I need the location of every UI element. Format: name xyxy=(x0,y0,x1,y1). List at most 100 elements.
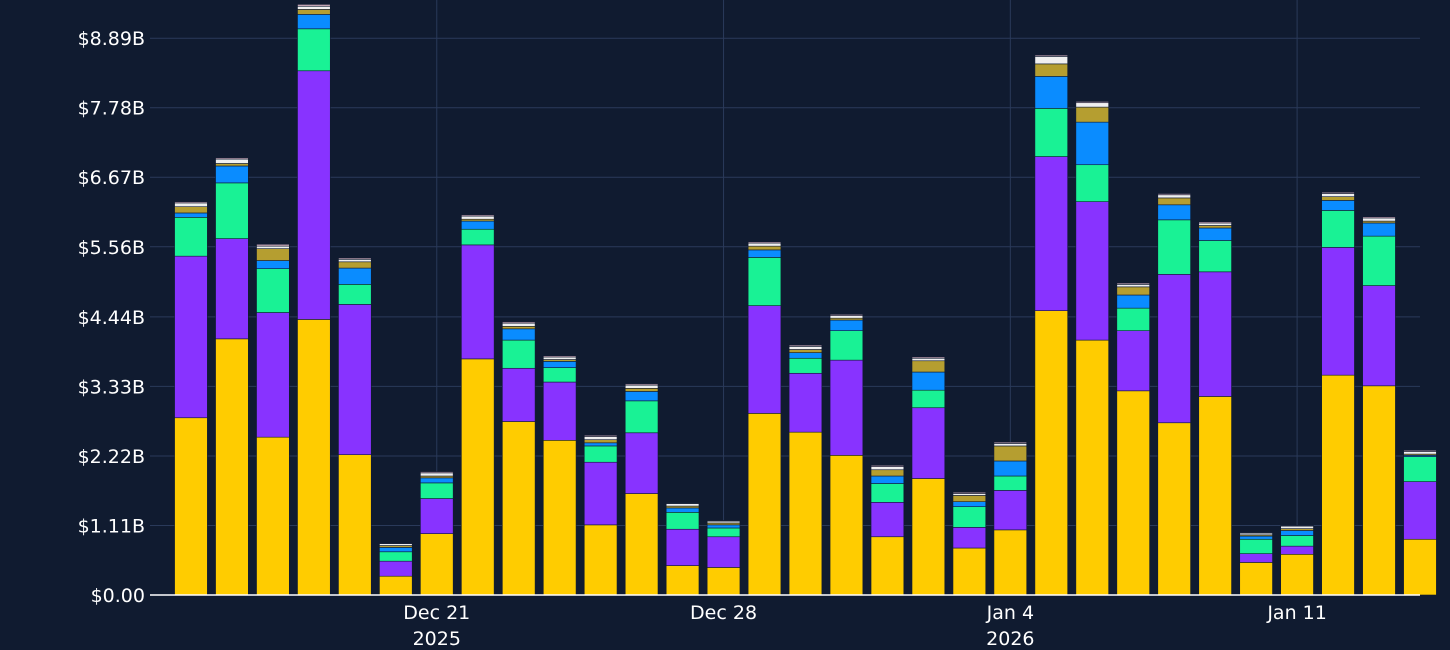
bar-segment[interactable] xyxy=(1321,374,1355,596)
bar-segment[interactable] xyxy=(911,407,946,479)
bar-segment[interactable] xyxy=(952,501,987,507)
bar-segment[interactable] xyxy=(1075,164,1109,202)
bar-segment[interactable] xyxy=(1198,222,1232,226)
bar-segment[interactable] xyxy=(338,267,372,285)
bar-segment[interactable] xyxy=(1239,535,1273,540)
bar-segment[interactable] xyxy=(174,217,208,257)
bar-segment[interactable] xyxy=(624,384,659,389)
bar-segment[interactable] xyxy=(174,206,208,214)
bar-segment[interactable] xyxy=(1157,204,1191,221)
bar-segment[interactable] xyxy=(1157,193,1191,196)
bar-segment[interactable] xyxy=(1116,282,1150,285)
bar-segment[interactable] xyxy=(911,371,946,391)
bar-segment[interactable] xyxy=(1116,286,1150,296)
bar-segment[interactable] xyxy=(420,533,454,596)
bar-segment[interactable] xyxy=(1362,216,1396,219)
bar-segment[interactable] xyxy=(870,483,905,503)
bar-segment[interactable] xyxy=(379,547,413,553)
bar-segment[interactable] xyxy=(502,322,536,327)
bar-segment[interactable] xyxy=(829,330,864,361)
bar-segment[interactable] xyxy=(993,441,1028,444)
bar-segment[interactable] xyxy=(1280,530,1314,536)
bar-segment[interactable] xyxy=(1075,102,1109,108)
bar-segment[interactable] xyxy=(1116,294,1150,309)
bar-segment[interactable] xyxy=(706,524,741,529)
bar-segment[interactable] xyxy=(1362,217,1396,222)
bar-segment[interactable] xyxy=(829,455,864,596)
bar-segment[interactable] xyxy=(174,201,208,204)
bar-segment[interactable] xyxy=(747,305,782,414)
bar-segment[interactable] xyxy=(1116,307,1150,331)
bar-segment[interactable] xyxy=(1034,310,1068,596)
bar-segment[interactable] xyxy=(297,28,331,72)
bar-segment[interactable] xyxy=(338,284,372,305)
bar-segment[interactable] xyxy=(1239,538,1273,554)
bar-segment[interactable] xyxy=(870,536,905,596)
bar-segment[interactable] xyxy=(829,314,864,316)
bar-segment[interactable] xyxy=(1075,106,1109,123)
bar-segment[interactable] xyxy=(502,339,536,369)
bar-segment[interactable] xyxy=(1034,63,1068,77)
bar-segment[interactable] xyxy=(583,524,618,596)
bar-segment[interactable] xyxy=(1403,538,1437,596)
bar-segment[interactable] xyxy=(215,182,249,239)
bar-segment[interactable] xyxy=(338,454,372,596)
bar-segment[interactable] xyxy=(1075,339,1109,596)
bar-segment[interactable] xyxy=(583,442,618,447)
bar-segment[interactable] xyxy=(1157,219,1191,275)
bar-segment[interactable] xyxy=(1321,191,1355,194)
bar-segment[interactable] xyxy=(1362,222,1396,237)
bar-segment[interactable] xyxy=(1198,240,1232,273)
bar-segment[interactable] xyxy=(256,436,290,596)
bar-segment[interactable] xyxy=(1321,210,1355,248)
bar-segment[interactable] xyxy=(256,268,290,313)
bar-segment[interactable] xyxy=(665,503,700,507)
bar-segment[interactable] xyxy=(338,257,372,260)
bar-segment[interactable] xyxy=(665,502,700,504)
bar-segment[interactable] xyxy=(829,359,864,456)
bar-segment[interactable] xyxy=(420,482,454,499)
bar-segment[interactable] xyxy=(1198,221,1232,224)
bar-segment[interactable] xyxy=(461,358,495,596)
bar-segment[interactable] xyxy=(1362,385,1396,596)
bar-segment[interactable] xyxy=(870,465,905,467)
bar-segment[interactable] xyxy=(215,338,249,596)
bar-segment[interactable] xyxy=(747,242,782,247)
bar-segment[interactable] xyxy=(1280,553,1314,596)
bar-segment[interactable] xyxy=(993,490,1028,531)
bar-segment[interactable] xyxy=(624,400,659,434)
bar-segment[interactable] xyxy=(624,432,659,494)
bar-segment[interactable] xyxy=(706,567,741,596)
bar-segment[interactable] xyxy=(952,495,987,502)
bar-segment[interactable] xyxy=(1075,101,1109,104)
bar-segment[interactable] xyxy=(461,220,495,230)
bar-segment[interactable] xyxy=(297,70,331,320)
bar-segment[interactable] xyxy=(747,241,782,244)
bar-segment[interactable] xyxy=(911,360,946,373)
bar-segment[interactable] xyxy=(1116,284,1150,288)
bar-segment[interactable] xyxy=(1034,108,1068,157)
bar-segment[interactable] xyxy=(174,212,208,218)
bar-segment[interactable] xyxy=(747,257,782,306)
bar-segment[interactable] xyxy=(1403,481,1437,540)
bar-segment[interactable] xyxy=(1198,225,1232,229)
bar-segment[interactable] xyxy=(993,443,1028,447)
bar-segment[interactable] xyxy=(379,551,413,562)
bar-segment[interactable] xyxy=(993,529,1028,596)
bar-segment[interactable] xyxy=(1157,274,1191,424)
bar-segment[interactable] xyxy=(420,498,454,534)
bar-segment[interactable] xyxy=(1239,562,1273,596)
bar-segment[interactable] xyxy=(1239,553,1273,563)
bar-segment[interactable] xyxy=(1403,450,1437,452)
bar-segment[interactable] xyxy=(215,163,249,167)
bar-segment[interactable] xyxy=(870,469,905,477)
bar-segment[interactable] xyxy=(583,436,618,440)
bar-segment[interactable] xyxy=(174,417,208,596)
bar-segment[interactable] xyxy=(870,475,905,484)
bar-segment[interactable] xyxy=(297,4,331,7)
bar-segment[interactable] xyxy=(461,244,495,360)
bar-segment[interactable] xyxy=(379,542,413,544)
bar-segment[interactable] xyxy=(1116,390,1150,596)
bar-segment[interactable] xyxy=(461,228,495,246)
bar-segment[interactable] xyxy=(256,245,290,249)
